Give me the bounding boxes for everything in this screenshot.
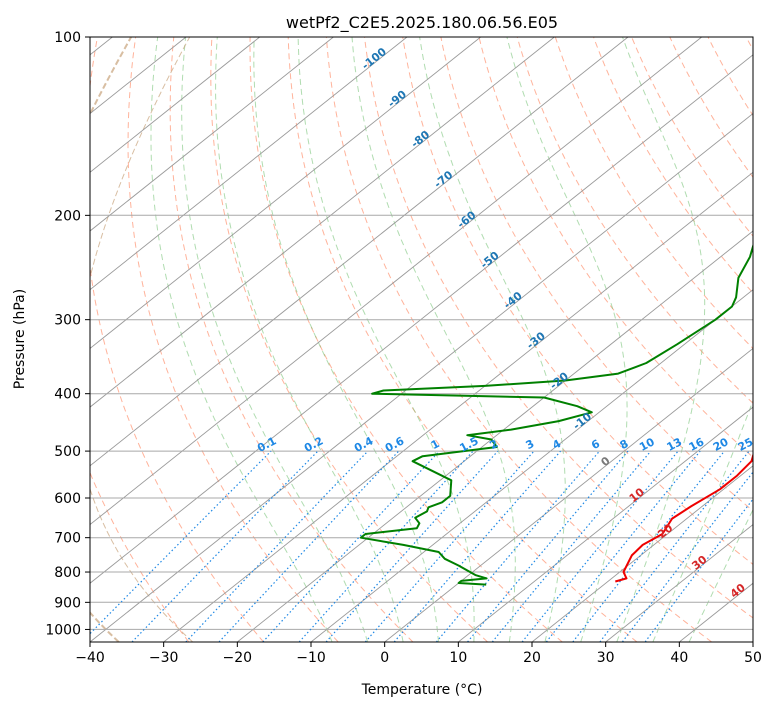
x-tick-label: 0 xyxy=(380,650,389,666)
mixing-ratio-line xyxy=(132,451,318,642)
dry-adiabat-label: 30 xyxy=(689,553,709,573)
isotherm-label: -50 xyxy=(478,249,502,272)
dry-adiabat-line xyxy=(746,37,775,642)
isotherm-line xyxy=(0,37,333,642)
dry-adiabat-label: 10 xyxy=(627,485,647,505)
mixing-ratio-line xyxy=(546,451,700,642)
dry-adiabat-line xyxy=(288,37,637,642)
mixing-ratio-label: 0.6 xyxy=(383,434,407,455)
mixing-ratio-line xyxy=(468,451,629,642)
y-tick-label: 200 xyxy=(54,208,81,224)
y-tick-label: 300 xyxy=(54,313,81,329)
isotherm-line xyxy=(679,37,775,642)
mixing-ratio-label: 0.4 xyxy=(352,434,376,455)
background-lines xyxy=(0,37,775,642)
x-tick-label: −30 xyxy=(149,650,179,666)
dry-adiabat-line xyxy=(708,37,775,642)
isotherm-line xyxy=(385,37,775,642)
x-tick-label: 10 xyxy=(449,650,467,666)
dry-adiabat-line xyxy=(326,37,711,642)
isotherm-label: -60 xyxy=(455,208,479,231)
chart-title: wetPf2_C2E5.2025.180.06.56.E05 xyxy=(286,13,558,33)
moist-adiabat-line xyxy=(617,37,705,642)
x-axis-label: Temperature (°C) xyxy=(361,682,483,698)
mixing-ratio-label: 30 xyxy=(756,435,775,454)
isotherm-line xyxy=(532,37,775,642)
mixing-ratio-label: 0.2 xyxy=(302,434,325,455)
dry-adiabat-line xyxy=(441,37,775,642)
y-tick-label: 700 xyxy=(54,531,81,547)
isotherm-line xyxy=(0,37,481,642)
line-labels: 0.10.20.40.611.52346810131620253036-100-… xyxy=(255,45,775,601)
moist-adiabat-line xyxy=(182,37,368,642)
moist-adiabat-line xyxy=(254,37,439,642)
mixing-ratio-label: 3 xyxy=(524,437,537,452)
dry-adiabat-line xyxy=(84,37,263,642)
y-tick-label: 500 xyxy=(54,444,81,460)
dry-adiabat-line xyxy=(365,37,775,642)
y-tick-label: 900 xyxy=(54,595,81,611)
mixing-ratio-label: 0.1 xyxy=(255,434,278,455)
x-tick-label: −40 xyxy=(75,650,105,666)
dry-adiabat-line xyxy=(128,37,338,642)
isotherm-label: -70 xyxy=(432,168,456,191)
y-tick-label: 600 xyxy=(54,491,81,507)
x-tick-label: 30 xyxy=(597,650,615,666)
plot-frame xyxy=(90,37,753,642)
moist-adiabat-line xyxy=(507,37,627,642)
y-tick-label: 100 xyxy=(54,30,81,46)
moist-adiabat-line xyxy=(689,37,775,642)
dry-adiabat-label: 40 xyxy=(728,581,748,601)
mixing-ratio-label: 1 xyxy=(429,437,442,452)
isotherm-line xyxy=(753,37,775,642)
mixing-ratio-line xyxy=(436,451,599,642)
mixing-ratio-line xyxy=(394,451,560,642)
isotherm-label: -40 xyxy=(501,289,525,312)
isotherm-line xyxy=(16,37,775,642)
x-tick-label: −20 xyxy=(223,650,253,666)
moist-adiabat-line xyxy=(216,37,404,642)
dry-adiabat-line xyxy=(479,37,775,642)
x-tick-label: −10 xyxy=(296,650,326,666)
isotherm-label: -90 xyxy=(385,88,409,111)
moist-adiabat-line xyxy=(298,37,474,642)
isotherm-label: -80 xyxy=(409,128,433,151)
isotherm-label: -100 xyxy=(359,45,389,73)
x-tick-label: 20 xyxy=(523,650,541,666)
dry-adiabat-line xyxy=(211,37,488,642)
y-tick-label: 1000 xyxy=(45,622,81,638)
y-axis-label: Pressure (hPa) xyxy=(12,289,28,389)
mixing-ratio-label: 8 xyxy=(618,437,631,452)
isotherm-label: -30 xyxy=(524,329,548,352)
moist-adiabat-line xyxy=(151,37,332,642)
mixing-ratio-line xyxy=(622,451,769,642)
isotherm-line xyxy=(237,37,775,642)
y-tick-label: 400 xyxy=(54,387,81,403)
dry-adiabat-line xyxy=(170,37,413,642)
mixing-ratio-line xyxy=(600,451,749,642)
mixing-ratio-line xyxy=(186,451,368,642)
moist-adiabat-line xyxy=(653,37,775,642)
isotherm-label: -20 xyxy=(547,369,571,392)
dry-adiabat-line xyxy=(39,37,189,642)
x-tick-label: 40 xyxy=(670,650,688,666)
y-tick-label: 800 xyxy=(54,565,81,581)
x-tick-label: 50 xyxy=(744,650,762,666)
mixing-ratio-label: 6 xyxy=(589,437,602,452)
mixing-ratio-line xyxy=(82,451,271,642)
